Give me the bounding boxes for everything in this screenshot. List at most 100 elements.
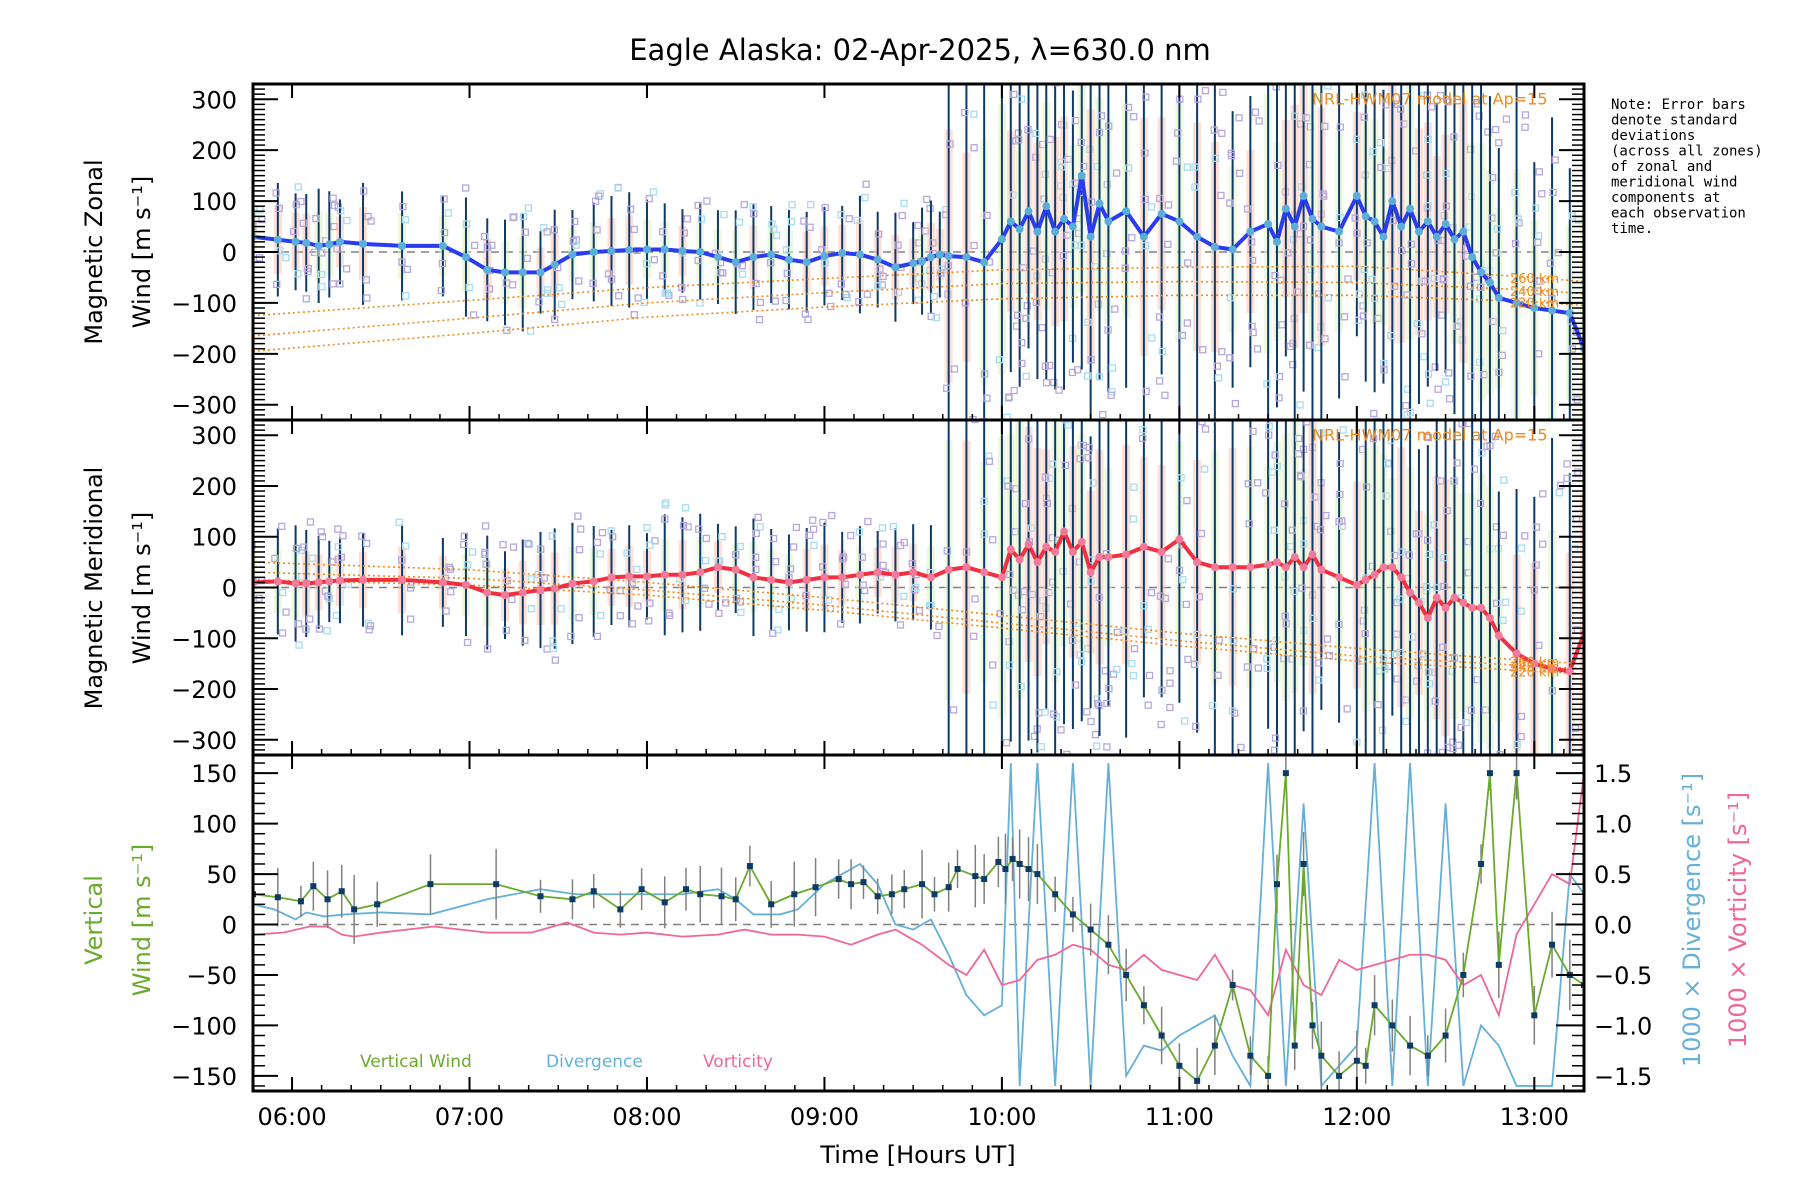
y-tick-label: 300 xyxy=(191,422,237,450)
zone-sample xyxy=(1431,697,1439,705)
zone-sample xyxy=(864,517,872,526)
mean-wind-point xyxy=(568,250,577,259)
mean-wind-point xyxy=(568,579,577,588)
zone-sample xyxy=(1306,236,1314,244)
mean-wind-point xyxy=(642,572,651,581)
zone-sample xyxy=(318,283,326,291)
zone-sample xyxy=(1265,422,1273,430)
zone-sample xyxy=(900,199,908,207)
zone-sample xyxy=(574,512,582,520)
zone-sample xyxy=(342,265,351,273)
zone-sample xyxy=(1229,585,1237,593)
zone-sample xyxy=(1336,61,1342,67)
mean-wind-point xyxy=(731,258,740,267)
vertical-wind-point xyxy=(1009,855,1016,862)
zone-sample xyxy=(1498,351,1506,360)
zone-sample xyxy=(1124,103,1133,112)
zone-sample xyxy=(1412,530,1421,538)
mean-wind-point xyxy=(1361,212,1370,221)
zone-sample xyxy=(1493,225,1501,233)
zone-sample xyxy=(1244,480,1252,488)
zone-sample xyxy=(750,210,758,218)
zone-sample xyxy=(1396,105,1405,113)
zone-sample xyxy=(336,280,344,288)
zone-sample xyxy=(1486,841,1492,847)
zone-sample xyxy=(1091,731,1100,739)
zone-sample xyxy=(1295,434,1303,443)
zone-sample xyxy=(645,617,653,625)
zone-sample xyxy=(1144,701,1152,709)
zone-sample xyxy=(1363,239,1371,247)
zone-sample xyxy=(1534,238,1542,247)
mean-wind-point xyxy=(1308,550,1317,559)
mean-wind-point xyxy=(997,573,1006,582)
zone-sample xyxy=(549,637,557,645)
mean-wind-point xyxy=(1485,613,1494,622)
zone-sample xyxy=(1316,526,1325,534)
zone-sample xyxy=(1288,526,1297,534)
legend-vertical-wind: Vertical Wind xyxy=(360,1052,472,1072)
zone-sample xyxy=(839,553,848,561)
mean-wind-point xyxy=(518,268,527,277)
note-line: time. xyxy=(1611,221,1653,237)
zone-sample xyxy=(1077,138,1085,147)
mean-wind-point xyxy=(642,245,651,254)
zone-sample xyxy=(312,214,320,223)
x-tick-label: 08:00 xyxy=(612,1103,681,1131)
mean-wind-point xyxy=(891,570,900,579)
zone-sample xyxy=(970,110,978,118)
mean-wind-point xyxy=(749,573,758,582)
zone-sample xyxy=(1121,627,1129,635)
zone-sample xyxy=(555,284,563,292)
mean-wind-point xyxy=(1397,222,1406,231)
mean-wind-point xyxy=(962,563,971,572)
zone-sample xyxy=(615,292,623,300)
zone-sample xyxy=(1394,412,1400,418)
zone-sample xyxy=(1532,523,1541,531)
zone-sample xyxy=(1299,707,1308,715)
zone-sample xyxy=(809,516,817,524)
zone-sample xyxy=(1464,69,1470,75)
zone-sample xyxy=(1129,671,1138,680)
x-tick-label: 09:00 xyxy=(790,1103,859,1131)
zone-sample xyxy=(970,632,978,640)
vertical-wind-point xyxy=(297,898,304,905)
zone-sample xyxy=(1275,372,1284,381)
zone-sample xyxy=(1538,190,1546,198)
zone-sample xyxy=(1440,582,1448,591)
mean-wind-point xyxy=(1370,570,1379,579)
zone-sample xyxy=(1402,717,1410,726)
zone-sample xyxy=(737,608,745,617)
zone-sample xyxy=(1192,722,1200,731)
mean-wind-point xyxy=(1175,535,1184,544)
mean-wind-point xyxy=(1335,227,1344,236)
zone-sample xyxy=(659,228,667,236)
mean-wind-point xyxy=(678,246,687,255)
zone-sample xyxy=(1546,787,1552,793)
zone-sample xyxy=(894,241,902,249)
zone-sample xyxy=(1183,319,1192,327)
mean-wind-point xyxy=(1361,575,1370,584)
zone-sample xyxy=(1213,758,1219,764)
zone-sample xyxy=(1376,139,1385,147)
zone-sample xyxy=(1057,726,1065,734)
mean-wind-point xyxy=(398,575,407,584)
panel-frame xyxy=(251,753,1586,1093)
mean-wind-point xyxy=(625,245,634,254)
zone-sample xyxy=(1068,368,1076,377)
mean-wind-point xyxy=(335,576,344,585)
zone-sample xyxy=(1191,163,1199,171)
zone-sample xyxy=(752,565,760,574)
zone-sample xyxy=(551,656,560,664)
altitude-label: 260 km xyxy=(1510,656,1559,671)
zone-sample xyxy=(1353,391,1359,397)
zone-sample xyxy=(1184,655,1192,664)
zone-sample xyxy=(752,279,760,288)
zone-sample xyxy=(1254,479,1262,487)
mean-wind-point xyxy=(483,265,492,274)
mean-wind-point xyxy=(1379,232,1388,241)
zone-sample xyxy=(879,561,887,570)
zone-sample xyxy=(1423,802,1429,808)
mean-wind-point xyxy=(607,246,616,255)
zone-sample xyxy=(623,549,631,557)
